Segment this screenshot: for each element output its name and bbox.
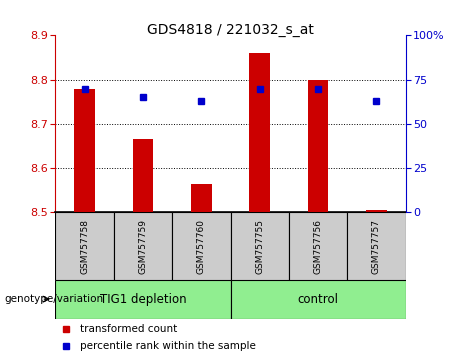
Bar [230,212,289,280]
Bar [114,212,172,280]
Text: TIG1 depletion: TIG1 depletion [100,293,186,306]
Text: GSM757757: GSM757757 [372,218,381,274]
Bar [230,280,406,319]
Text: GDS4818 / 221032_s_at: GDS4818 / 221032_s_at [147,23,314,37]
Bar [55,280,230,319]
Text: GSM757760: GSM757760 [197,218,206,274]
Text: control: control [298,293,338,306]
Bar [308,80,328,212]
Bar [249,53,270,212]
Text: GSM757755: GSM757755 [255,218,264,274]
Bar [347,212,406,280]
Text: percentile rank within the sample: percentile rank within the sample [80,341,256,351]
Text: GSM757756: GSM757756 [313,218,323,274]
Bar [172,212,230,280]
Bar [289,212,347,280]
Bar [133,139,153,212]
Bar [74,88,95,212]
Bar [191,184,212,212]
Text: transformed count: transformed count [80,324,177,333]
Bar [366,210,387,212]
Bar [55,212,114,280]
Text: genotype/variation: genotype/variation [5,294,104,304]
Text: GSM757759: GSM757759 [138,218,148,274]
Text: GSM757758: GSM757758 [80,218,89,274]
